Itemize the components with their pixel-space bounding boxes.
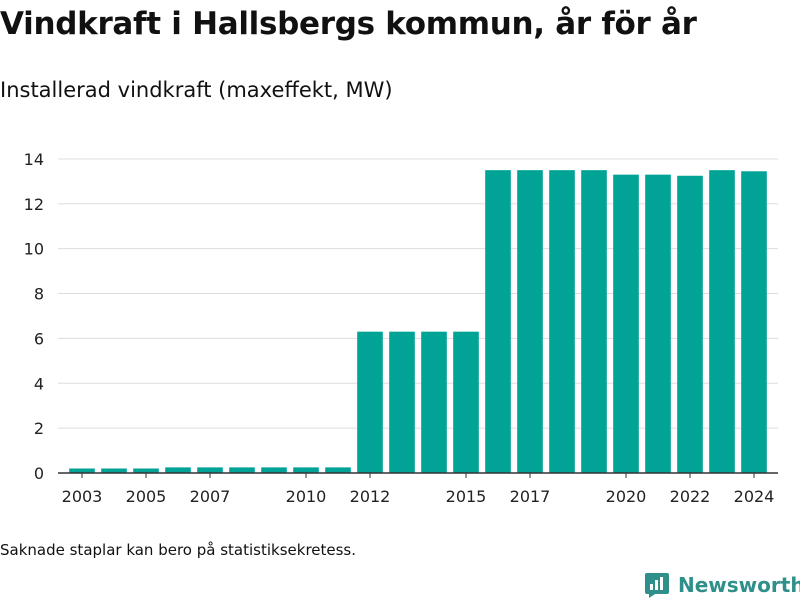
- bar-2017: [517, 170, 543, 473]
- x-tick-label: 2005: [126, 487, 167, 506]
- bar-2010: [293, 467, 319, 473]
- bar-2013: [389, 331, 415, 473]
- x-tick-label: 2003: [62, 487, 103, 506]
- brand-name: Newsworthy: [678, 573, 800, 597]
- brand-logo: Newsworthy: [644, 570, 800, 600]
- bar-2011: [325, 467, 351, 473]
- bar-2009: [261, 467, 287, 473]
- x-axis-ticks: 2003 2005 2007 2010 2012 2015 2017 2020 2022 2024: [62, 473, 775, 506]
- bar-2020: [613, 174, 639, 473]
- bar-2022: [677, 175, 703, 473]
- bar-2021: [645, 174, 671, 473]
- bars: [69, 170, 767, 473]
- bar-2008: [229, 467, 255, 473]
- bar-2003: [69, 468, 95, 473]
- x-tick-label: 2007: [190, 487, 231, 506]
- bar-2005: [133, 468, 159, 473]
- gridlines: [58, 158, 778, 429]
- chart-subtitle: Installerad vindkraft (maxeffekt, MW): [0, 78, 393, 102]
- bar-2015: [453, 331, 479, 473]
- x-tick-label: 2010: [286, 487, 327, 506]
- bar-chart: 0 2 4 6 8 10 12 14 2003 2005 2007 2010 2012 2015 2017…: [24, 150, 778, 506]
- y-tick-label: 2: [34, 419, 44, 438]
- bar-2019: [581, 170, 607, 473]
- footnote: Saknade staplar kan bero på statistiksek…: [0, 541, 357, 559]
- bar-2006: [165, 467, 191, 473]
- bar-2014: [421, 331, 447, 473]
- y-axis-ticks: 0 2 4 6 8 10 12 14: [24, 150, 44, 483]
- x-tick-label: 2017: [510, 487, 551, 506]
- x-tick-label: 2015: [446, 487, 487, 506]
- y-tick-label: 8: [34, 285, 44, 304]
- bar-2023: [709, 170, 735, 473]
- x-tick-label: 2022: [670, 487, 711, 506]
- y-tick-label: 0: [34, 464, 44, 483]
- bar-2007: [197, 467, 223, 473]
- chart-title: Vindkraft i Hallsbergs kommun, år för år: [0, 6, 697, 42]
- y-tick-label: 12: [24, 195, 44, 214]
- y-tick-label: 10: [24, 240, 44, 259]
- bar-2004: [101, 468, 127, 473]
- x-tick-label: 2012: [350, 487, 391, 506]
- bar-2024: [741, 171, 767, 473]
- y-tick-label: 4: [34, 374, 44, 393]
- y-tick-label: 6: [34, 329, 44, 348]
- bar-2016: [485, 170, 511, 473]
- y-tick-label: 14: [24, 150, 44, 169]
- x-tick-label: 2024: [734, 487, 775, 506]
- newsworthy-logo-icon: [645, 573, 669, 598]
- bar-2018: [549, 170, 575, 473]
- x-tick-label: 2020: [606, 487, 647, 506]
- bar-2012: [357, 331, 383, 473]
